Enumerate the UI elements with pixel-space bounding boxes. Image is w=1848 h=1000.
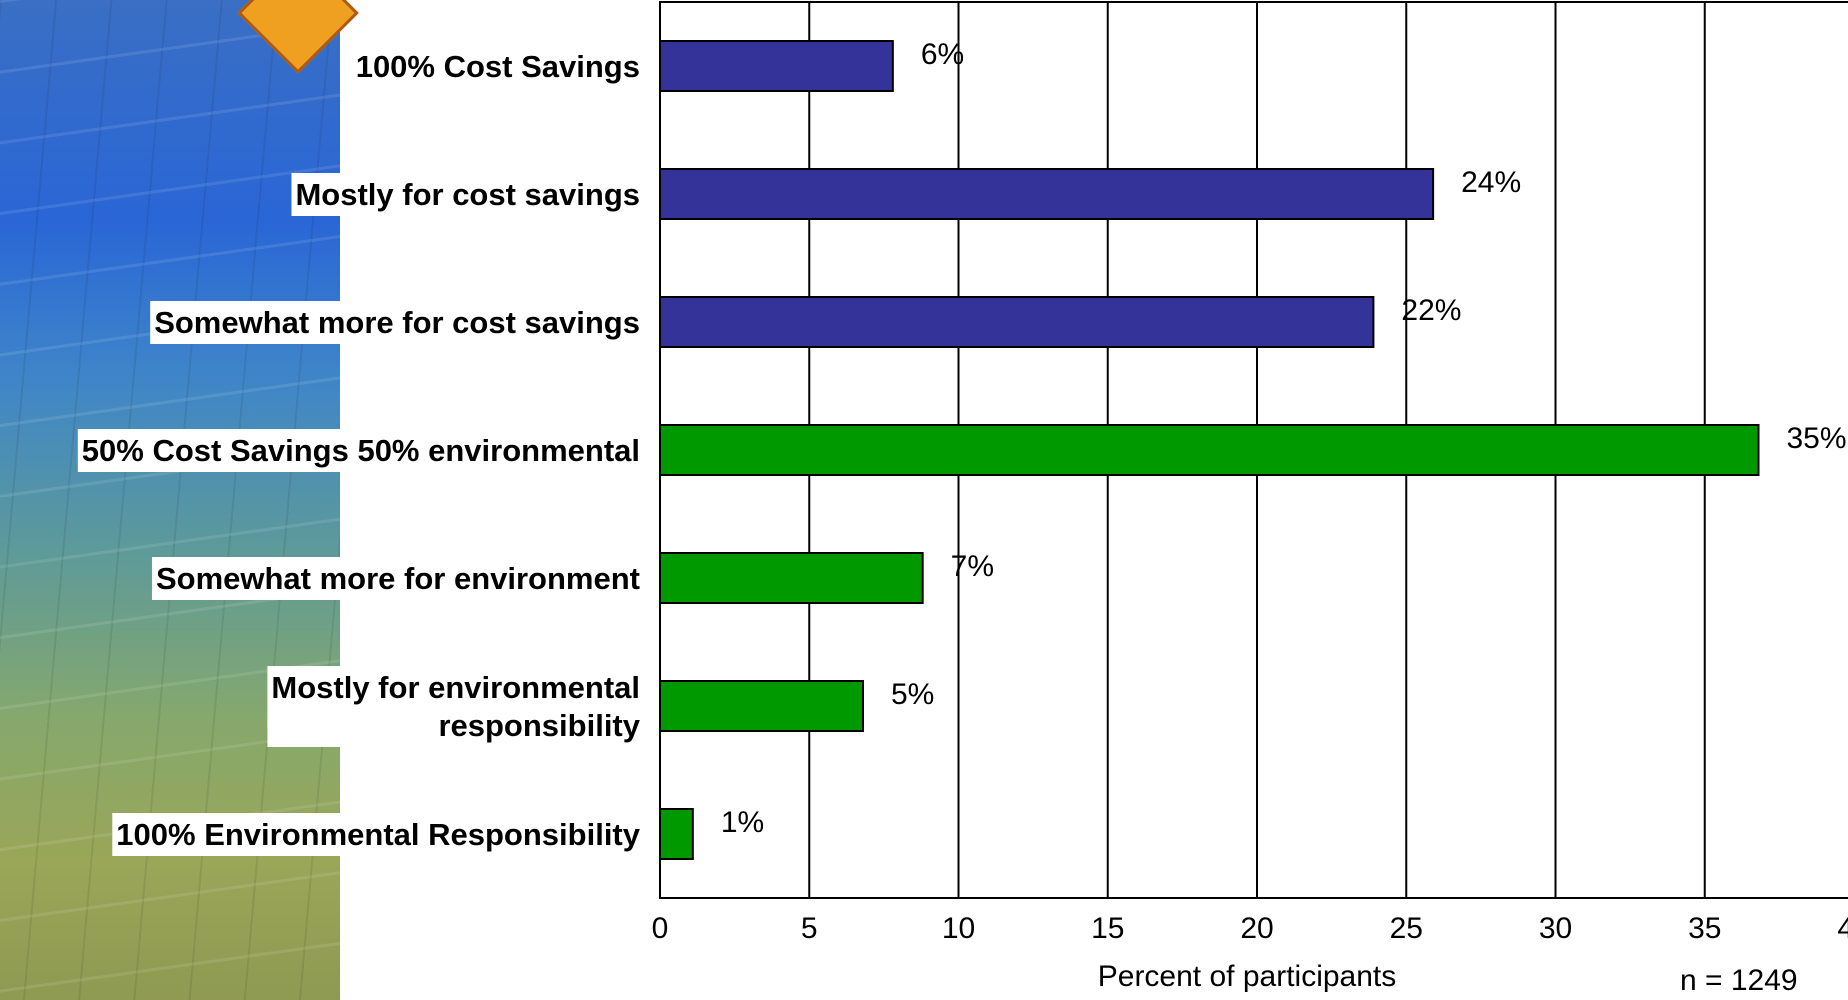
bar <box>659 168 1435 220</box>
x-tick-label: 40 <box>1837 912 1848 945</box>
labels: 0 5 10 15 20 25 30 35 40 6% 100% Cost Savings 24% Mo… <box>82 38 1848 945</box>
category-label-background <box>267 666 645 747</box>
category-label: Mostly for cost savings <box>295 177 640 212</box>
category-label-background <box>291 173 644 216</box>
category-label: 50% Cost Savings 50% environmental <box>82 433 640 468</box>
x-tick-label: 15 <box>1091 912 1124 945</box>
sample-size-note: n = 1249 <box>1680 964 1798 997</box>
x-tick-label: 5 <box>801 912 818 945</box>
data-label: 5% <box>891 678 934 711</box>
data-label: 22% <box>1401 294 1461 327</box>
x-tick-label: 20 <box>1240 912 1273 945</box>
category-label: Somewhat more for environment <box>156 561 640 596</box>
bar <box>659 808 694 860</box>
bar <box>659 680 864 732</box>
axes <box>659 1 1848 899</box>
x-tick-label: 10 <box>942 912 975 945</box>
category-label-background <box>151 557 644 600</box>
category-label: Somewhat more for cost savings <box>154 305 640 340</box>
data-label: 24% <box>1461 166 1521 199</box>
x-tick-label: 25 <box>1390 912 1423 945</box>
category-label: 100% Environmental Responsibility <box>116 817 640 852</box>
bar <box>659 296 1375 348</box>
data-label: 1% <box>721 806 764 839</box>
data-label: 6% <box>921 38 964 71</box>
bar <box>659 552 924 604</box>
x-tick-label: 30 <box>1539 912 1572 945</box>
bar <box>659 40 894 92</box>
category-label: Mostly for environmental responsibility <box>271 670 640 743</box>
bars <box>659 40 1760 860</box>
x-axis-title: Percent of participants <box>1098 960 1397 993</box>
data-label: 35% <box>1786 422 1846 455</box>
bar <box>659 424 1760 476</box>
plot-frame <box>659 1 1848 899</box>
category-label: 100% Cost Savings <box>356 49 640 84</box>
category-label-background <box>77 429 644 472</box>
category-label-backgrounds <box>77 45 645 856</box>
category-label-background <box>150 301 644 344</box>
x-tick-label: 0 <box>652 912 669 945</box>
category-label-background <box>112 813 645 856</box>
category-label-background <box>351 45 644 88</box>
data-label: 7% <box>951 550 994 583</box>
x-tick-label: 35 <box>1688 912 1721 945</box>
